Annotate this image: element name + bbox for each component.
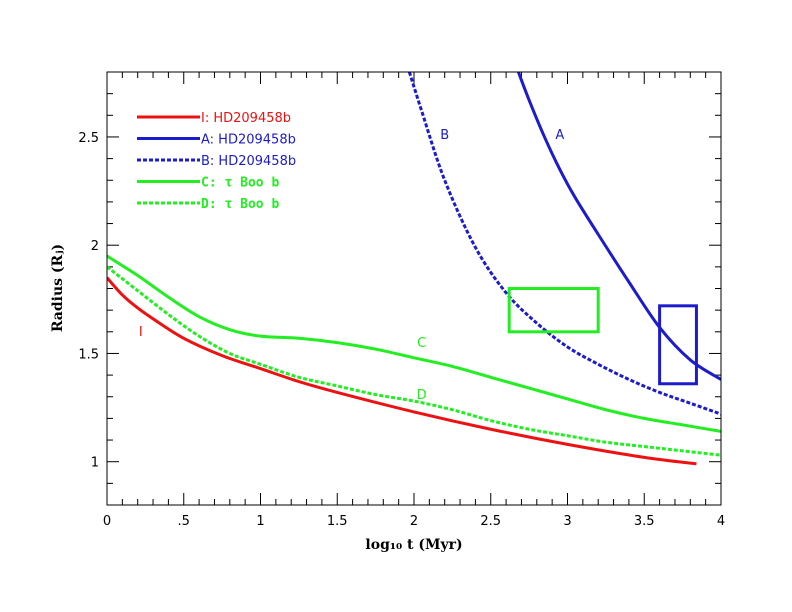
plot-frame (106, 71, 722, 506)
series-line-C (107, 254, 721, 433)
x-tick-label: 1.5 (327, 514, 348, 529)
legend-label-I: I: HD209458b (201, 111, 291, 126)
series-line-D (107, 265, 721, 457)
tau-boo-box (507, 287, 600, 334)
series-label-I: I (139, 325, 143, 340)
series-line-A (516, 72, 721, 381)
x-axis-title: log₁₀ t (Myr) (365, 537, 462, 553)
legend-label-C: C: τ Boo b (201, 176, 279, 191)
y-axis-title: Radius (Rⱼ) (50, 244, 66, 332)
series-label-C: C (417, 336, 426, 351)
x-tick-label: 2 (410, 514, 418, 529)
y-tick-label: 1.5 (78, 347, 99, 362)
y-tick-label: 2 (91, 239, 99, 254)
y-tick-label: 2.5 (78, 131, 99, 146)
x-tick-label: 4 (717, 514, 725, 529)
x-tick-label: 0 (103, 514, 111, 529)
label-layer: I A B C D (139, 128, 565, 403)
series-label-D: D (417, 388, 427, 403)
x-tick-label: .5 (178, 514, 190, 529)
series-line-B (407, 72, 721, 416)
x-tick-label: 1 (256, 514, 264, 529)
box-layer (507, 287, 698, 386)
legend-label-A: A: HD209458b (201, 133, 296, 148)
series-label-A: A (555, 128, 564, 143)
x-tick-label: 3.5 (634, 514, 655, 529)
series-line-I (107, 276, 697, 466)
series-layer (107, 72, 721, 466)
series-label-B: B (440, 128, 449, 143)
hd209458-box (658, 304, 698, 386)
x-tick-label: 3 (563, 514, 571, 529)
y-tick-label: 1 (91, 456, 99, 471)
legend-label-B: B: HD209458b (201, 154, 296, 169)
legend-label-D: D: τ Boo b (201, 197, 279, 212)
x-tick-label: 2.5 (480, 514, 501, 529)
legend: I: HD209458b A: HD209458b B: HD209458b C: τ… (137, 111, 296, 212)
